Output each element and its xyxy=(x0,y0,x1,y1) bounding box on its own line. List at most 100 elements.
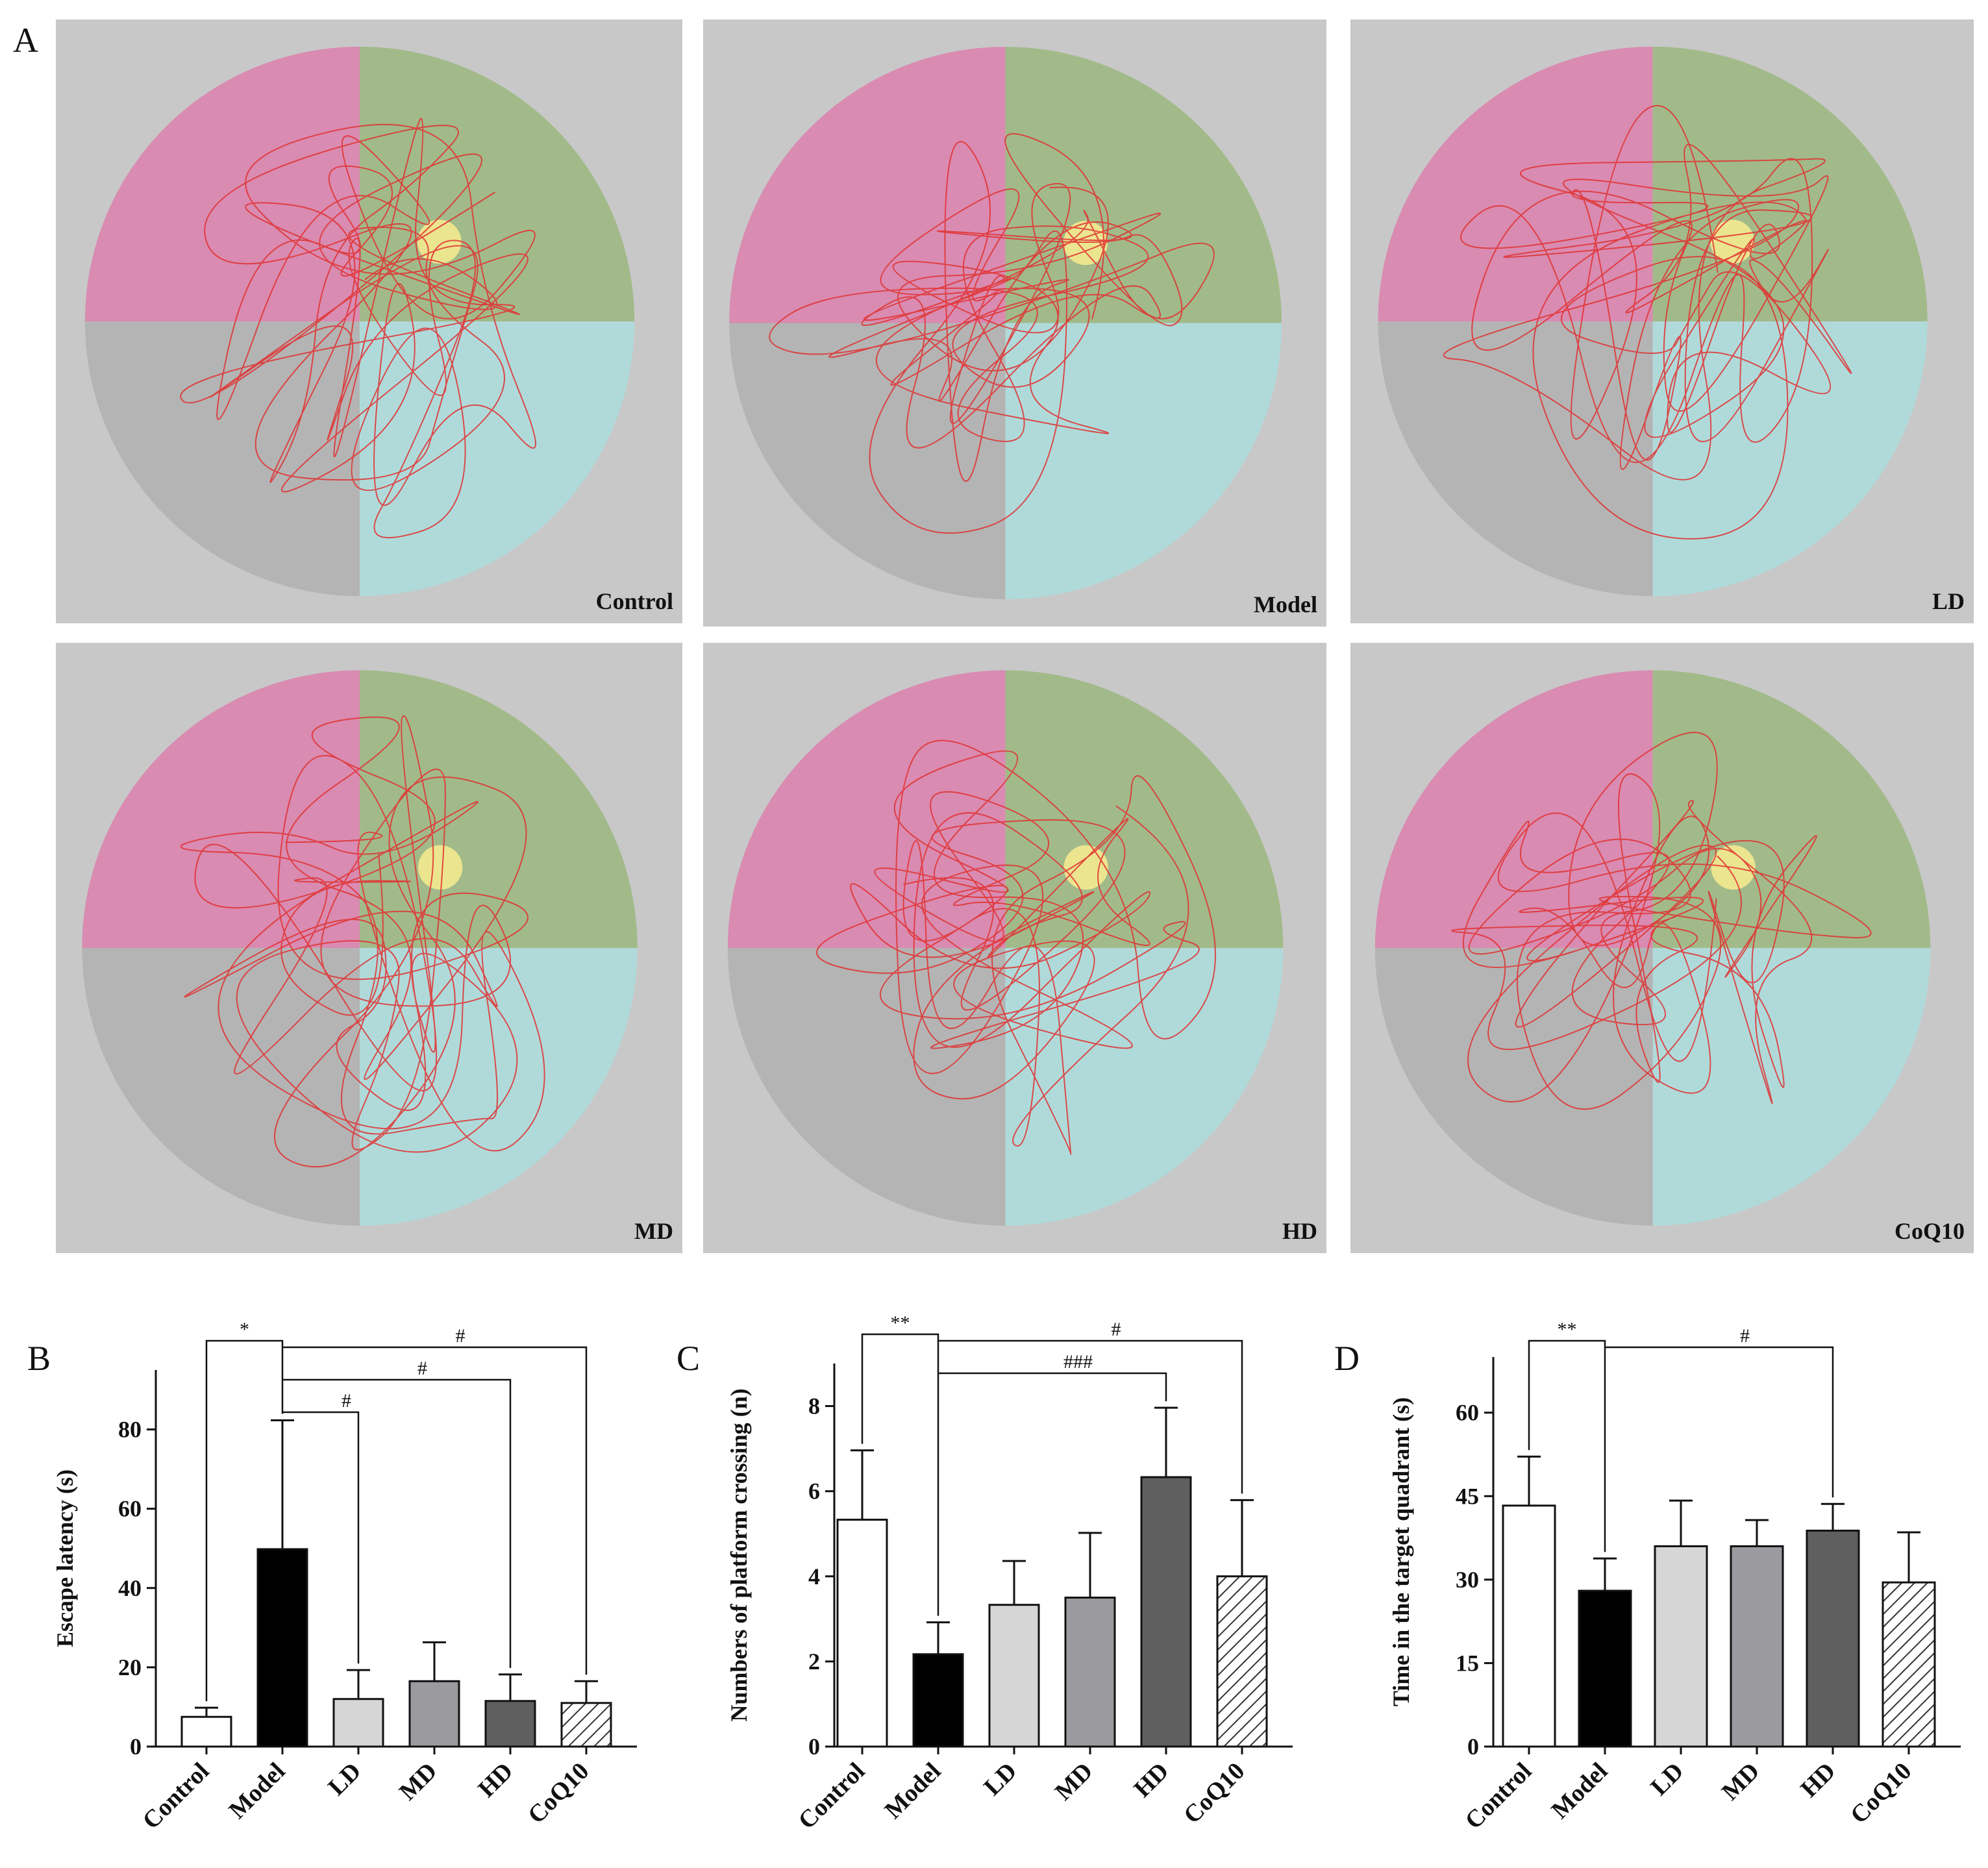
category-label: CoQ10 xyxy=(523,1758,594,1829)
bar-model xyxy=(256,1548,308,1748)
platform xyxy=(1063,221,1108,266)
significance-label: ** xyxy=(891,1312,910,1334)
quadrant-sw xyxy=(82,948,360,1226)
category-label: Model xyxy=(224,1758,291,1824)
bar-ld xyxy=(988,1604,1040,1748)
category-label: HD xyxy=(1795,1758,1841,1803)
swim-track xyxy=(180,118,536,539)
significance-label: # xyxy=(1740,1325,1750,1347)
y-tick-label: 40 xyxy=(118,1575,142,1601)
swim-track xyxy=(1443,105,1852,540)
y-axis-title: Time in the target quadrant (s) xyxy=(1388,1397,1414,1706)
map-group-label: CoQ10 xyxy=(1895,1218,1965,1244)
significance-bracket xyxy=(282,1411,360,1664)
map-group-label: HD xyxy=(1282,1218,1317,1244)
map-group-label: MD xyxy=(634,1218,673,1244)
significance-label: # xyxy=(417,1358,427,1379)
quadrant-se xyxy=(1652,321,1928,597)
bar-control xyxy=(836,1519,888,1748)
bar-coq10 xyxy=(560,1702,612,1748)
category-label: HD xyxy=(473,1758,518,1803)
category-label: MD xyxy=(1050,1758,1098,1806)
quadrant-sw xyxy=(1378,321,1653,597)
bar-md xyxy=(408,1680,460,1748)
bar-ld xyxy=(332,1698,384,1748)
water-maze-tracks: Control Model LD MD HD CoQ10 xyxy=(56,19,1974,1253)
y-axis-title: Numbers of platform crossing (n) xyxy=(726,1388,752,1721)
significance-bracket xyxy=(1605,1346,1834,1498)
y-tick-label: 60 xyxy=(1456,1400,1479,1426)
significance-label: ** xyxy=(1558,1319,1577,1340)
category-label: CoQ10 xyxy=(1178,1758,1250,1829)
platform xyxy=(1063,845,1108,890)
y-tick-label: 6 xyxy=(808,1478,820,1504)
category-label: CoQ10 xyxy=(1845,1758,1917,1829)
platform xyxy=(417,845,463,890)
category-label: Model xyxy=(880,1758,947,1824)
bar-hd xyxy=(1806,1529,1860,1748)
bar-coq10 xyxy=(1216,1575,1268,1748)
category-label: LD xyxy=(1645,1758,1689,1801)
y-tick-label: 0 xyxy=(130,1734,142,1760)
panel-letter: C xyxy=(677,1339,700,1378)
map-group-label: Model xyxy=(1254,592,1317,617)
chart-c: C 0 2 4 6 8 Numbers of platform crossing (n) Co… xyxy=(677,1312,1293,1834)
category-label: Control xyxy=(138,1758,215,1835)
significance-bracket xyxy=(205,1339,284,1702)
bar-coq10 xyxy=(1882,1581,1936,1748)
bar-model xyxy=(1578,1589,1632,1748)
significance-label: * xyxy=(240,1319,249,1340)
map-group-label: LD xyxy=(1932,588,1965,614)
quadrant-sw xyxy=(727,948,1006,1226)
quadrant-se xyxy=(1652,948,1931,1226)
map-group-label: Control xyxy=(596,588,673,614)
panel-a-letter: A xyxy=(13,21,38,60)
quadrant-nw xyxy=(1378,46,1653,321)
significance-bracket xyxy=(861,1333,939,1616)
category-label: LD xyxy=(323,1758,366,1801)
category-label: Model xyxy=(1547,1758,1613,1824)
bar-ld xyxy=(1654,1545,1708,1748)
y-tick-label: 15 xyxy=(1456,1650,1479,1676)
quadrant-nw xyxy=(82,670,360,948)
significance-label: # xyxy=(1112,1319,1121,1340)
bar-control xyxy=(1502,1504,1556,1748)
y-tick-label: 60 xyxy=(118,1496,142,1522)
maze-map-hd: HD xyxy=(703,643,1326,1253)
y-tick-label: 2 xyxy=(808,1649,820,1675)
maze-map-md: MD xyxy=(56,643,682,1253)
significance-bracket xyxy=(282,1378,512,1668)
panel-letter: D xyxy=(1334,1339,1360,1378)
significance-label: ### xyxy=(1063,1351,1093,1373)
quadrant-se xyxy=(360,948,638,1226)
category-label: Control xyxy=(1460,1758,1537,1835)
bar-hd xyxy=(484,1700,536,1748)
y-axis-title: Escape latency (s) xyxy=(52,1469,78,1647)
y-tick-label: 0 xyxy=(808,1734,820,1760)
y-tick-label: 4 xyxy=(808,1563,820,1589)
swim-track xyxy=(816,740,1216,1155)
category-label: MD xyxy=(394,1758,442,1806)
maze-map-coq10: CoQ10 xyxy=(1350,643,1974,1253)
category-label: LD xyxy=(978,1758,1022,1801)
significance-bracket xyxy=(938,1372,1167,1402)
category-label: Control xyxy=(793,1758,871,1835)
quadrant-sw xyxy=(1374,948,1653,1226)
bar-model xyxy=(912,1653,964,1748)
quadrant-nw xyxy=(729,47,1006,323)
chart-d: D 0 15 30 45 60 Time in the target quadrant (s… xyxy=(1334,1319,1961,1834)
category-label: MD xyxy=(1717,1758,1765,1806)
bar-control xyxy=(180,1715,232,1748)
platform xyxy=(1710,219,1755,264)
y-tick-label: 80 xyxy=(118,1417,142,1443)
quadrant-sw xyxy=(84,321,360,597)
maze-map-control: Control xyxy=(56,19,682,623)
panel-letter: B xyxy=(27,1339,51,1378)
quadrant-nw xyxy=(1374,670,1653,948)
bar-hd xyxy=(1140,1476,1192,1748)
maze-map-model: Model xyxy=(703,19,1326,627)
bar-md xyxy=(1064,1597,1116,1748)
significance-bracket xyxy=(282,1346,588,1675)
